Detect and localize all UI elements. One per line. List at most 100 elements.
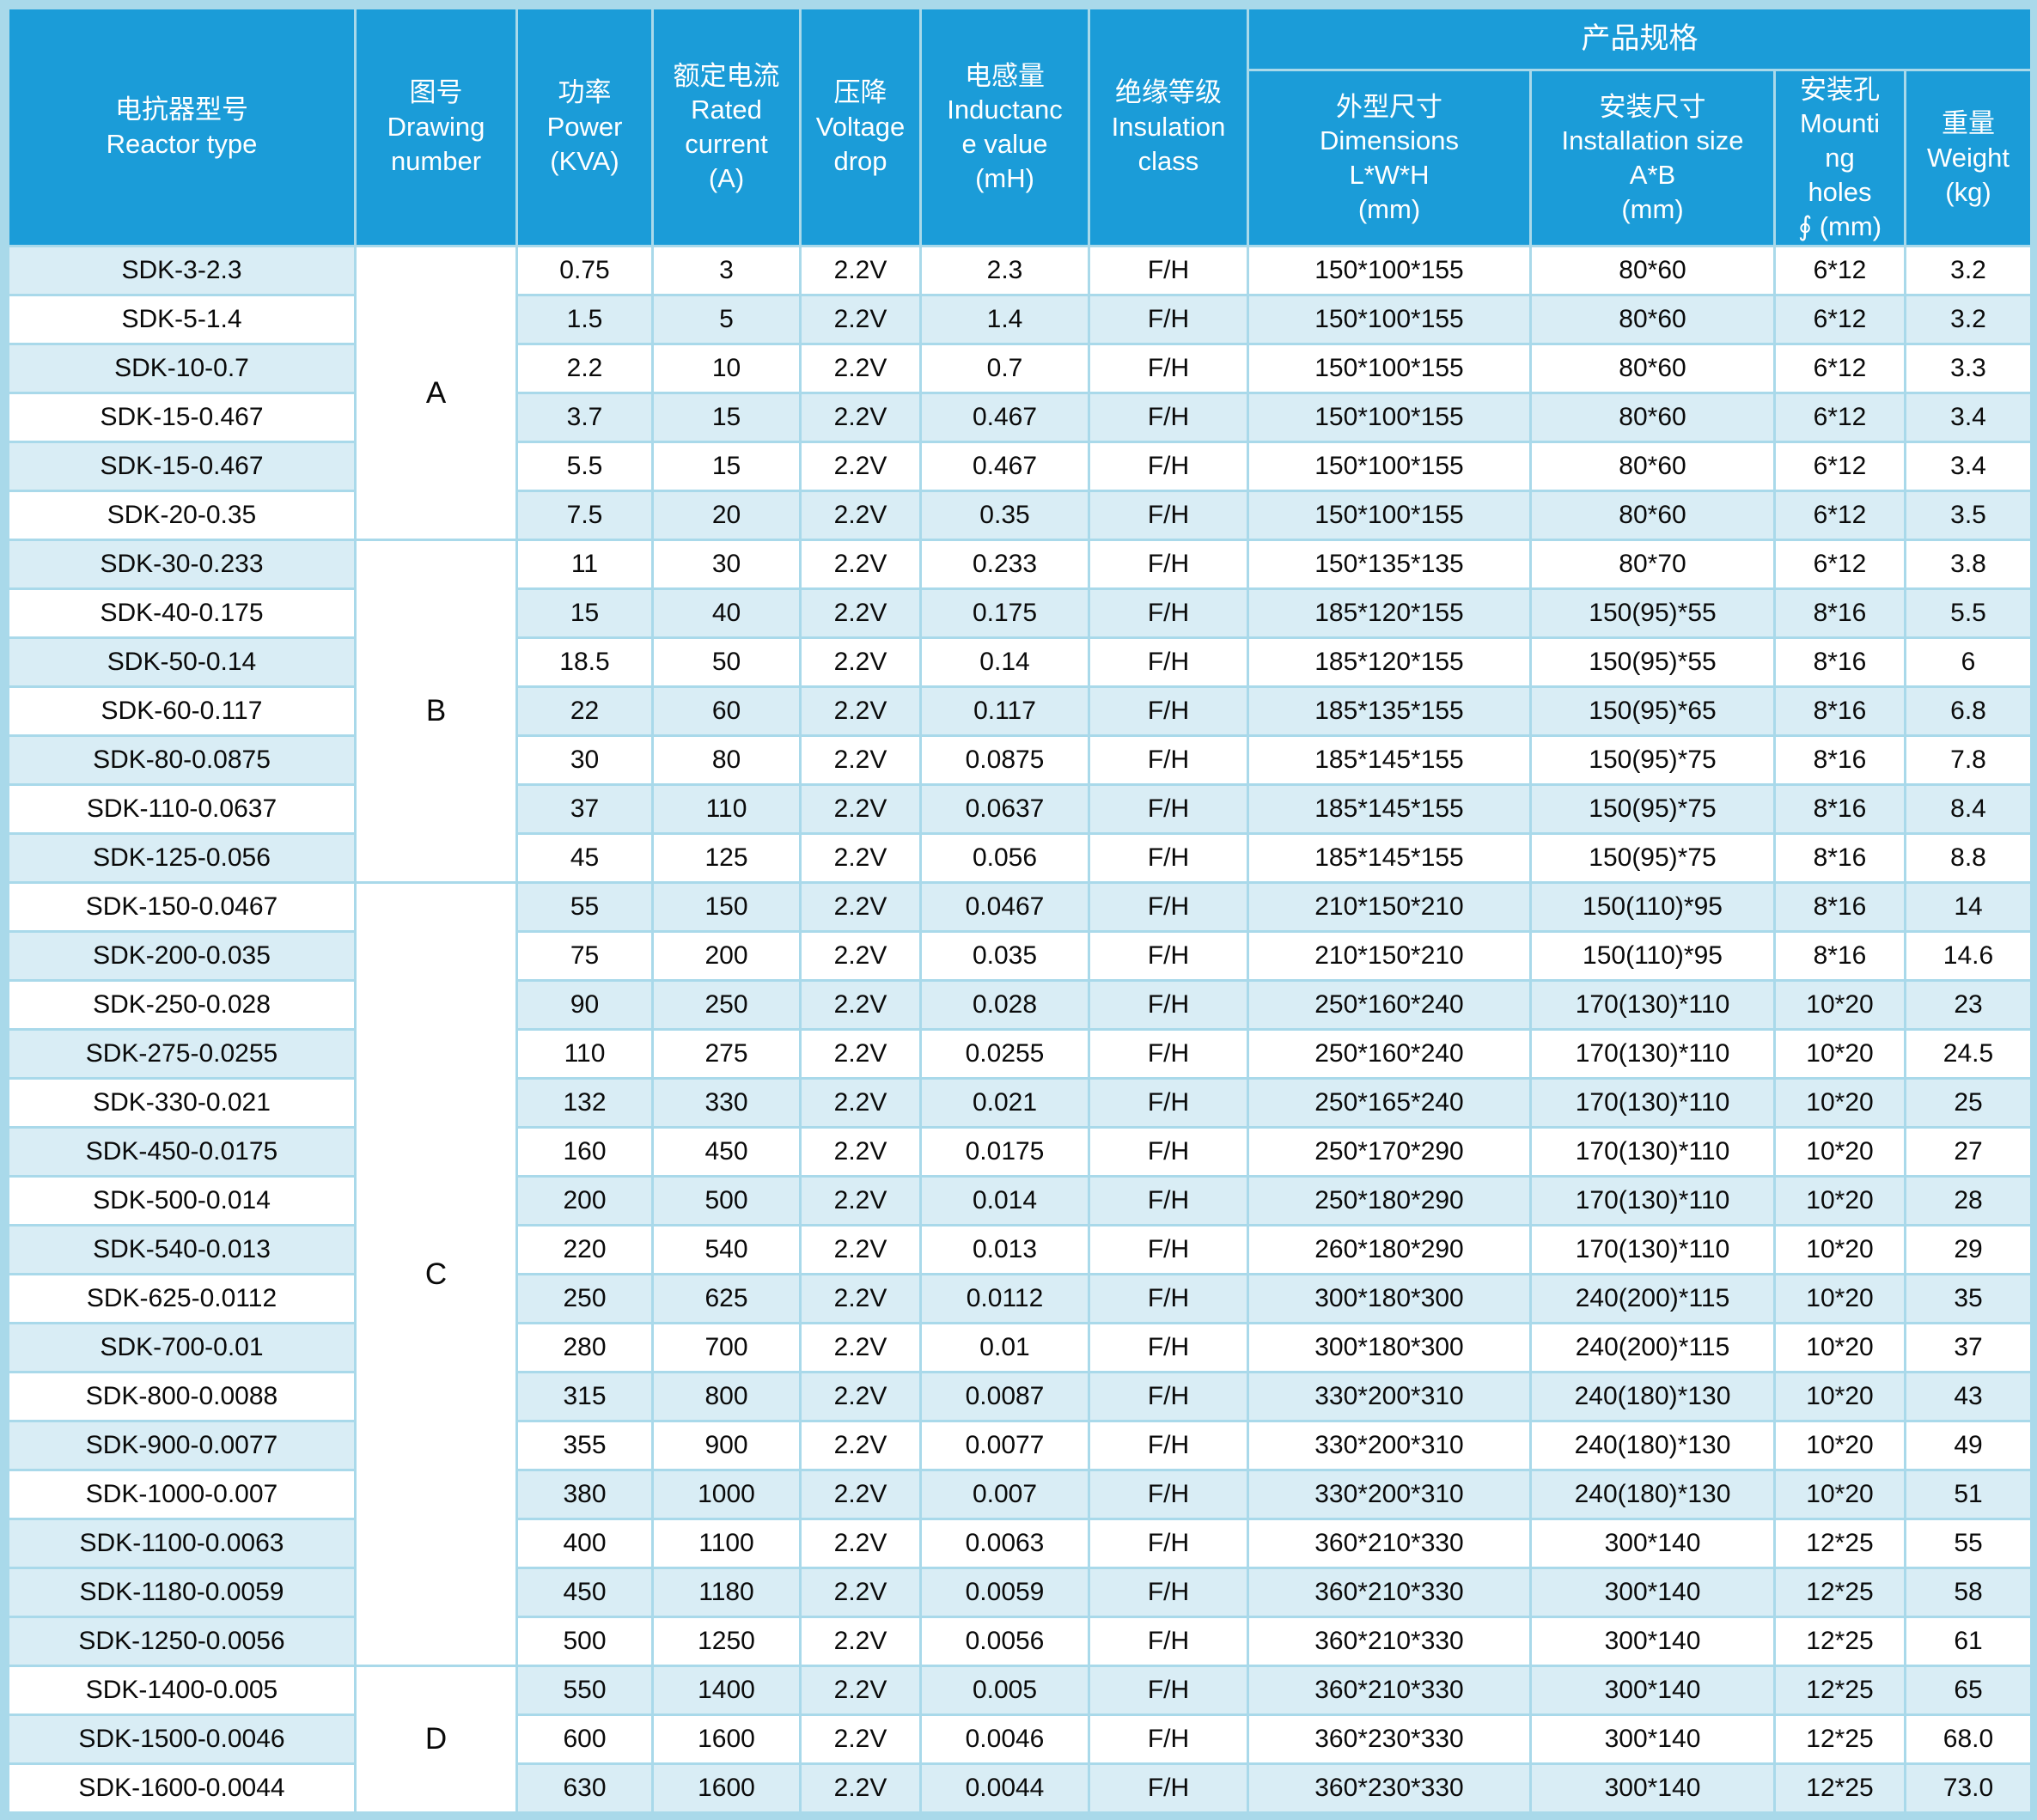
cell-weight: 14.6	[1904, 930, 2033, 982]
cell-mounting-holes: 12*25	[1773, 1713, 1906, 1765]
cell-voltage-drop: 2.2V	[799, 1077, 922, 1129]
cell-installation-size: 150(95)*55	[1529, 636, 1776, 688]
cell-reactor-type: SDK-30-0.233	[7, 539, 357, 590]
cell-weight: 24.5	[1904, 1028, 2033, 1080]
cell-dimensions: 210*150*210	[1247, 930, 1532, 982]
cell-insulation: F/H	[1088, 1469, 1249, 1520]
cell-weight: 35	[1904, 1273, 2033, 1324]
table-row: SDK-450-0.0175 160 450 2.2V 0.0175 F/H 250*170…	[7, 1126, 2033, 1178]
cell-rated-current: 500	[651, 1175, 802, 1227]
cell-dimensions: 150*100*155	[1247, 441, 1532, 492]
cell-mounting-holes: 10*20	[1773, 1077, 1906, 1129]
cell-inductance: 0.467	[919, 441, 1090, 492]
cell-power: 630	[515, 1762, 654, 1814]
cell-power: 315	[515, 1371, 654, 1422]
cell-weight: 55	[1904, 1518, 2033, 1569]
cell-mounting-holes: 10*20	[1773, 1126, 1906, 1178]
cell-insulation: F/H	[1088, 1713, 1249, 1765]
cell-weight: 3.4	[1904, 392, 2033, 443]
cell-installation-size: 300*140	[1529, 1713, 1776, 1765]
table-row: SDK-1400-0.005 D 550 1400 2.2V 0.005 F/H 360*21…	[7, 1665, 2033, 1814]
cell-insulation: F/H	[1088, 1175, 1249, 1227]
cell-rated-current: 1400	[651, 1665, 802, 1716]
table-row: SDK-1000-0.007 380 1000 2.2V 0.007 F/H 330*200…	[7, 1469, 2033, 1520]
cell-installation-size: 170(130)*110	[1529, 1175, 1776, 1227]
cell-voltage-drop: 2.2V	[799, 1713, 922, 1765]
cell-insulation: F/H	[1088, 1126, 1249, 1178]
cell-rated-current: 50	[651, 636, 802, 688]
cell-reactor-type: SDK-20-0.35	[7, 490, 357, 541]
cell-insulation: F/H	[1088, 1762, 1249, 1814]
cell-dimensions: 150*100*155	[1247, 392, 1532, 443]
cell-insulation: F/H	[1088, 294, 1249, 345]
cell-drawing-group: D	[354, 1665, 518, 1814]
cell-inductance: 0.0637	[919, 783, 1090, 835]
cell-installation-size: 80*60	[1529, 490, 1776, 541]
cell-weight: 51	[1904, 1469, 2033, 1520]
cell-dimensions: 185*120*155	[1247, 587, 1532, 639]
cell-dimensions: 250*170*290	[1247, 1126, 1532, 1178]
table-row: SDK-125-0.056 45 125 2.2V 0.056 F/H 185*145*15…	[7, 832, 2033, 884]
cell-insulation: F/H	[1088, 1665, 1249, 1716]
table-row: SDK-10-0.7 2.2 10 2.2V 0.7 F/H 150*100*155 80*6…	[7, 343, 2033, 394]
cell-weight: 3.8	[1904, 539, 2033, 590]
cell-insulation: F/H	[1088, 1371, 1249, 1422]
cell-rated-current: 450	[651, 1126, 802, 1178]
cell-mounting-holes: 10*20	[1773, 979, 1906, 1031]
cell-power: 30	[515, 734, 654, 786]
cell-rated-current: 275	[651, 1028, 802, 1080]
table-row: SDK-150-0.0467 C 55 150 2.2V 0.0467 F/H 210*150…	[7, 881, 2033, 1667]
cell-dimensions: 330*200*310	[1247, 1469, 1532, 1520]
cell-inductance: 0.005	[919, 1665, 1090, 1716]
cell-power: 55	[515, 881, 654, 933]
cell-inductance: 0.175	[919, 587, 1090, 639]
col-header-inductance: 电感量 Inductanc e value (mH)	[919, 7, 1090, 247]
cell-reactor-type: SDK-50-0.14	[7, 636, 357, 688]
cell-voltage-drop: 2.2V	[799, 343, 922, 394]
cell-dimensions: 360*230*330	[1247, 1713, 1532, 1765]
cell-dimensions: 150*135*135	[1247, 539, 1532, 590]
cell-insulation: F/H	[1088, 490, 1249, 541]
cell-power: 500	[515, 1616, 654, 1667]
cell-installation-size: 170(130)*110	[1529, 979, 1776, 1031]
cell-installation-size: 240(200)*115	[1529, 1273, 1776, 1324]
cell-mounting-holes: 8*16	[1773, 832, 1906, 884]
cell-inductance: 0.0046	[919, 1713, 1090, 1765]
cell-rated-current: 110	[651, 783, 802, 835]
cell-reactor-type: SDK-200-0.035	[7, 930, 357, 982]
cell-voltage-drop: 2.2V	[799, 1469, 922, 1520]
cell-mounting-holes: 12*25	[1773, 1567, 1906, 1618]
cell-insulation: F/H	[1088, 1518, 1249, 1569]
cell-inductance: 0.467	[919, 392, 1090, 443]
cell-power: 550	[515, 1665, 654, 1716]
cell-power: 380	[515, 1469, 654, 1520]
cell-rated-current: 625	[651, 1273, 802, 1324]
table-row: SDK-900-0.0077 355 900 2.2V 0.0077 F/H 330*200…	[7, 1420, 2033, 1471]
cell-mounting-holes: 10*20	[1773, 1420, 1906, 1471]
cell-voltage-drop: 2.2V	[799, 1616, 922, 1667]
cell-weight: 6.8	[1904, 685, 2033, 737]
cell-weight: 7.8	[1904, 734, 2033, 786]
cell-weight: 37	[1904, 1322, 2033, 1373]
cell-voltage-drop: 2.2V	[799, 1665, 922, 1716]
table-row: SDK-1600-0.0044 630 1600 2.2V 0.0044 F/H 360*2…	[7, 1762, 2033, 1814]
cell-voltage-drop: 2.2V	[799, 392, 922, 443]
cell-insulation: F/H	[1088, 539, 1249, 590]
cell-dimensions: 330*200*310	[1247, 1420, 1532, 1471]
cell-drawing-group: C	[354, 881, 518, 1667]
cell-reactor-type: SDK-125-0.056	[7, 832, 357, 884]
cell-voltage-drop: 2.2V	[799, 490, 922, 541]
col-header-installation-size: 安装尺寸 Installation size A*B (mm)	[1529, 69, 1776, 247]
cell-insulation: F/H	[1088, 441, 1249, 492]
cell-power: 37	[515, 783, 654, 835]
cell-voltage-drop: 2.2V	[799, 294, 922, 345]
cell-inductance: 0.0255	[919, 1028, 1090, 1080]
cell-voltage-drop: 2.2V	[799, 1762, 922, 1814]
cell-weight: 3.5	[1904, 490, 2033, 541]
cell-mounting-holes: 10*20	[1773, 1175, 1906, 1227]
cell-voltage-drop: 2.2V	[799, 441, 922, 492]
cell-dimensions: 210*150*210	[1247, 881, 1532, 933]
cell-rated-current: 1600	[651, 1713, 802, 1765]
cell-power: 220	[515, 1224, 654, 1275]
cell-rated-current: 40	[651, 587, 802, 639]
